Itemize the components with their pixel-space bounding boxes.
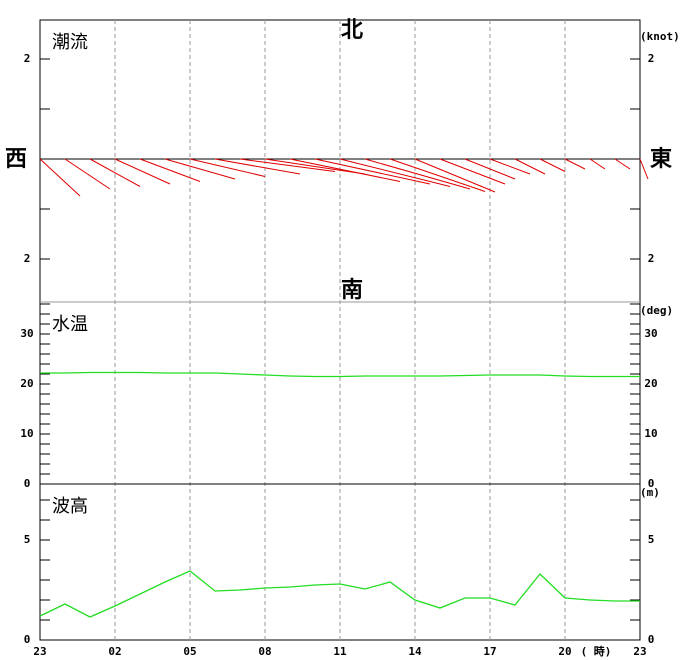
unit-label: (deg) bbox=[640, 304, 673, 317]
current-vector bbox=[264, 158, 366, 175]
x-tick-label: 23 bbox=[633, 645, 646, 658]
current-vector bbox=[564, 158, 586, 170]
y-tick-label: 20 bbox=[644, 377, 657, 390]
current-vector bbox=[139, 158, 201, 182]
x-axis-label: ( 時) bbox=[581, 644, 612, 658]
current-vector bbox=[389, 158, 486, 192]
current-vector bbox=[464, 158, 516, 180]
y-tick-label: 10 bbox=[644, 427, 657, 440]
x-tick-label: 11 bbox=[333, 645, 347, 658]
current-vector bbox=[339, 158, 451, 187]
unit-label: (m) bbox=[640, 486, 660, 499]
current-vector bbox=[64, 158, 111, 190]
y-tick-label: 2 bbox=[24, 52, 31, 65]
y-tick-label: 0 bbox=[648, 633, 655, 646]
current-vector bbox=[239, 158, 336, 172]
panel-title: 水温 bbox=[52, 314, 88, 335]
current-vector bbox=[539, 158, 566, 172]
x-tick-label: 14 bbox=[408, 645, 422, 658]
current-vector bbox=[414, 158, 496, 193]
y-tick-label: 30 bbox=[20, 327, 33, 340]
current-vector bbox=[589, 158, 606, 170]
x-tick-label: 20 bbox=[558, 645, 571, 658]
y-tick-label: 2 bbox=[648, 252, 655, 265]
y-tick-label: 0 bbox=[24, 477, 31, 490]
panel-title: 波高 bbox=[52, 496, 88, 517]
x-tick-label: 02 bbox=[108, 645, 121, 658]
compass-east: 東 bbox=[650, 147, 672, 172]
y-tick-label: 2 bbox=[648, 52, 655, 65]
unit-label: (knot) bbox=[640, 30, 680, 43]
y-tick-label: 10 bbox=[20, 427, 33, 440]
current-vector bbox=[189, 158, 266, 177]
y-tick-label: 2 bbox=[24, 252, 31, 265]
y-tick-label: 0 bbox=[24, 633, 31, 646]
current-vector bbox=[89, 158, 141, 187]
y-tick-label: 0 bbox=[648, 477, 655, 490]
current-vector bbox=[214, 158, 301, 175]
current-vector bbox=[314, 158, 431, 185]
current-vector bbox=[489, 158, 531, 175]
current-vector bbox=[39, 158, 81, 197]
data-line bbox=[40, 371, 640, 378]
x-tick-label: 17 bbox=[483, 645, 496, 658]
current-vector bbox=[364, 158, 471, 190]
current-vector bbox=[439, 158, 506, 185]
compass-north: 北 bbox=[341, 18, 363, 43]
compass-west: 西 bbox=[5, 147, 27, 172]
panel-title: 潮流 bbox=[52, 32, 88, 53]
current-vector bbox=[639, 158, 649, 180]
current-vector bbox=[614, 158, 631, 170]
y-tick-label: 5 bbox=[648, 533, 655, 546]
y-tick-label: 30 bbox=[644, 327, 657, 340]
compass-south: 南 bbox=[341, 278, 363, 303]
y-tick-label: 20 bbox=[20, 377, 33, 390]
data-line bbox=[39, 570, 640, 618]
x-tick-label: 05 bbox=[183, 645, 196, 658]
x-tick-label: 23 bbox=[33, 645, 46, 658]
x-tick-label: 08 bbox=[258, 645, 271, 658]
current-vector bbox=[164, 158, 236, 180]
current-vector bbox=[289, 158, 401, 182]
y-tick-label: 5 bbox=[24, 533, 31, 546]
current-vector bbox=[514, 158, 546, 175]
current-vector bbox=[114, 158, 171, 185]
